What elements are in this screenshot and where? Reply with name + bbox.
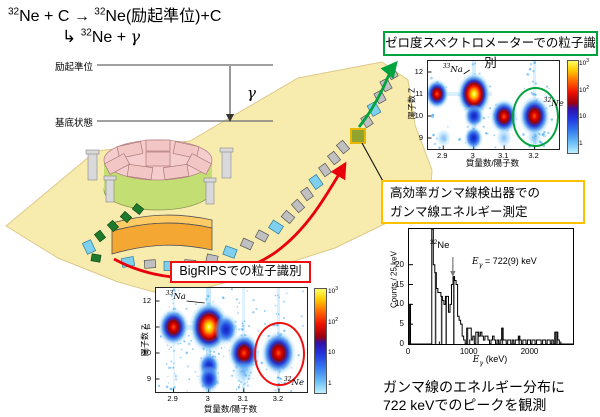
y-tick-label: 15 (395, 279, 404, 289)
x-tick-label: 0 (405, 347, 411, 356)
colorbar (567, 60, 579, 154)
y-tick-label: 10 (142, 348, 151, 357)
y-tick-label: 5 (399, 319, 404, 329)
colorbar-tick-label: 103 (328, 286, 339, 296)
gamma-spectrum-histogram: Counts / 25 keV 32Ne Eγ = 722(9) keV Eγ … (380, 226, 592, 376)
y-tick-label: 11 (143, 322, 151, 331)
beam-path-green-arrow (357, 60, 398, 128)
x-axis-label: 質量数/陽子数 (203, 404, 258, 414)
isotope-annotation: 32Ne (430, 239, 450, 252)
isotope-label: 32Ne (283, 376, 305, 388)
colorbar-tick-label: 102 (579, 85, 590, 95)
y-tick-label: 0 (399, 339, 404, 348)
x-tick-label: 2.9 (167, 394, 178, 403)
heatmap-blob (435, 128, 451, 148)
y-axis-label: 陽子数 Z (140, 324, 150, 357)
x-tick-label: 3.1 (237, 394, 248, 403)
heatmap-blob (464, 126, 484, 149)
colorbar-tick-label: 10 (328, 348, 336, 356)
y-tick-label: 12 (414, 67, 423, 76)
x-axis-label: Eγ (keV) (472, 354, 508, 367)
y-tick-label: 9 (146, 374, 151, 383)
excited-state-label: 励起準位 (54, 62, 93, 73)
cyclotron (85, 139, 234, 211)
energy-annotation: Eγ = 722(9) keV (472, 256, 537, 269)
x-tick-label: 2000 (520, 347, 539, 356)
corner-arrow-icon: ↳ (62, 27, 77, 46)
plot-area (408, 228, 574, 345)
x-tick-label: 2.9 (437, 151, 448, 160)
y-tick-label: 20 (395, 259, 404, 269)
colorbar-tick-label: 1 (579, 140, 583, 147)
y-tick-label: 10 (395, 299, 404, 309)
colorbar-tick-label: 10 (579, 112, 587, 120)
zerodegree-callout: ゼロ度スペクトロメーターでの粒子識別 (383, 31, 598, 70)
histogram-bars-layer (409, 229, 573, 344)
y-tick-label: 9 (418, 133, 423, 142)
reaction-line1: 32Ne + C → 32Ne(励起準位)+C (8, 6, 222, 25)
bigrips-callout: BigRIPSでの粒子識別 (170, 261, 311, 283)
ground-state-label: 基底状態 (54, 118, 93, 129)
isotope-label: 33Na (442, 63, 463, 75)
zerodegree-heatmap: 陽子数 Z 質量数/陽子数 33Na 32Ne 2.9 3 3.1 3.2 9 10 11 12 1… (398, 56, 600, 174)
isotope-label: 33Na (165, 290, 186, 302)
heatmap-blob (197, 365, 220, 392)
x-tick-label: 3.2 (528, 151, 539, 160)
x-axis-label: 質量数/陽子数 (465, 158, 520, 168)
heatmap-blob (233, 358, 255, 384)
heatmap-blob (158, 307, 189, 347)
highlight-ellipse (254, 321, 306, 387)
x-tick-label: 1000 (459, 347, 478, 356)
y-tick-label: 10 (414, 111, 423, 120)
heatmap-blob (428, 78, 450, 110)
x-tick-label: 3 (205, 394, 210, 403)
heatmap-blob (495, 128, 513, 148)
gamma-detector-marker (350, 128, 366, 144)
x-tick-label: 3.1 (497, 151, 509, 160)
bigrips-heatmap: 陽子数 Z 質量数/陽子数 33Na 32Ne 2.9 3 3.1 3.2 9 10 11 12 1… (128, 283, 352, 417)
x-tick-label: 3.2 (272, 394, 284, 403)
heatmap-blob (463, 103, 484, 129)
y-tick-label: 11 (415, 89, 423, 98)
figure-caption: ガンマ線のエネルギー分布に 722 keVでのピークを観測 (383, 379, 565, 413)
level-diagram-lines (97, 64, 273, 122)
isotope-label: 32Ne (543, 97, 564, 109)
detector-callout-connector (361, 142, 385, 184)
y-tick-label: 12 (142, 296, 151, 305)
gamma-transition-label: γ (247, 84, 256, 102)
x-tick-label: 3 (470, 151, 475, 160)
bigrips-separator (111, 214, 213, 255)
colorbar-tick-label: 1 (328, 380, 332, 387)
gamma-detector-callout: 高効率ガンマ線検出器での ガンマ線エネルギー測定 (381, 180, 585, 224)
reaction-line2: ↳ 32Ne + γ (62, 27, 141, 46)
highlight-ellipse (512, 87, 559, 147)
colorbar-tick-label: 103 (579, 58, 590, 68)
reaction-formula: 32Ne + C → 32Ne(励起準位)+C ↳ 32Ne + γ (8, 2, 221, 47)
beam-path-red-arrow (113, 161, 347, 280)
colorbar-tick-label: 102 (328, 317, 339, 327)
colorbar (314, 288, 327, 394)
